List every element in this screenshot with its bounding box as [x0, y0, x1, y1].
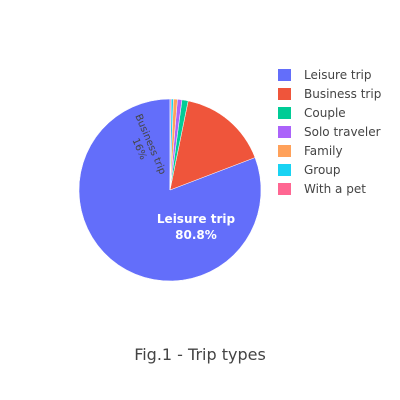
legend-label: Business trip: [304, 87, 381, 101]
legend-swatch: [278, 107, 291, 119]
chart-caption: Fig.1 - Trip types: [134, 345, 266, 364]
legend-swatch: [278, 164, 291, 176]
legend-swatch: [278, 88, 291, 100]
legend: Leisure trip Business trip Couple Solo trav…: [278, 68, 381, 196]
legend-item-leisure-trip[interactable]: Leisure trip: [278, 68, 372, 82]
legend-swatch: [278, 145, 291, 157]
pie-slice-with-a-pet[interactable]: [169, 98, 172, 191]
legend-item-family[interactable]: Family: [278, 144, 343, 158]
legend-label: Group: [304, 163, 341, 177]
legend-swatch: [278, 69, 291, 81]
legend-swatch: [278, 183, 291, 195]
pie-slice-business-trip[interactable]: [169, 100, 256, 191]
legend-label: Family: [304, 144, 343, 158]
legend-label: With a pet: [304, 182, 366, 196]
legend-label: Solo traveler: [304, 125, 381, 139]
pie-slices: [78, 98, 262, 282]
legend-item-couple[interactable]: Couple: [278, 106, 346, 120]
legend-item-business-trip[interactable]: Business trip: [278, 87, 381, 101]
legend-label: Leisure trip: [304, 68, 372, 82]
legend-item-solo-traveler[interactable]: Solo traveler: [278, 125, 381, 139]
legend-item-with-a-pet[interactable]: With a pet: [278, 182, 366, 196]
legend-item-group[interactable]: Group: [278, 163, 341, 177]
legend-swatch: [278, 126, 291, 138]
legend-label: Couple: [304, 106, 346, 120]
leisure-slice-percent: 80.8%: [175, 228, 217, 242]
leisure-slice-name: Leisure trip: [157, 212, 236, 226]
leisure-slice-label: Leisure trip 80.8%: [157, 212, 236, 242]
